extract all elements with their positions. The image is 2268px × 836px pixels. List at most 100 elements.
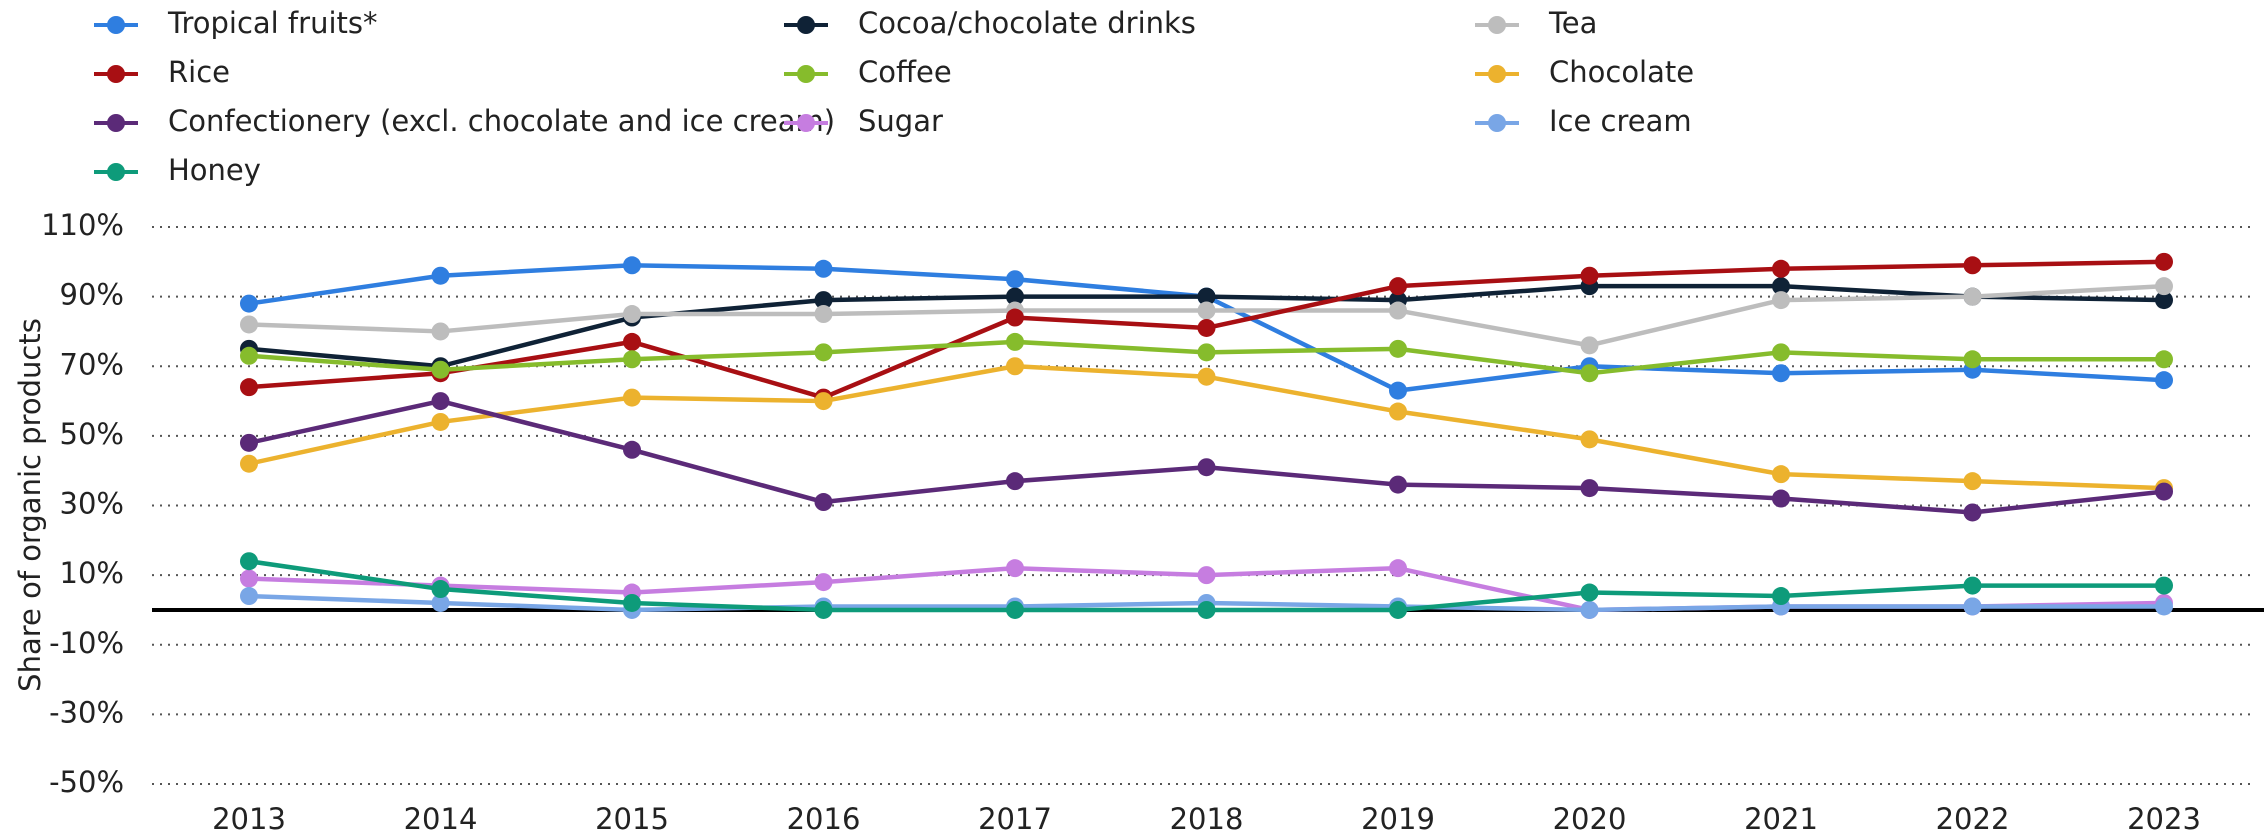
x-tick-label: 2023 (2127, 802, 2201, 836)
point (1197, 301, 1216, 320)
point (1389, 559, 1407, 578)
legend-label: Confectionery (excl. chocolate and ice c… (168, 104, 835, 138)
point (1772, 259, 1790, 278)
legend-marker (1488, 16, 1506, 34)
point (431, 580, 450, 599)
point (1006, 287, 1024, 306)
x-tick-label: 2020 (1553, 802, 1627, 836)
y-tick-label: 70% (60, 347, 124, 381)
legend-label: Sugar (858, 104, 943, 138)
point (1006, 270, 1024, 289)
point (1772, 277, 1790, 296)
x-tick-label: 2018 (1170, 802, 1244, 836)
legend-label: Tropical fruits* (167, 6, 378, 40)
point (1963, 350, 1982, 369)
point (2155, 291, 2173, 310)
point (1580, 364, 1599, 383)
point (1006, 472, 1024, 491)
y-tick-label: 90% (60, 278, 124, 312)
legend-marker (1488, 114, 1506, 132)
point (240, 346, 258, 365)
point (1389, 381, 1407, 400)
legend-marker (797, 16, 815, 34)
legend-label: Chocolate (1549, 55, 1694, 89)
point (1963, 597, 1982, 616)
point (814, 493, 833, 512)
point (240, 378, 258, 397)
series-line (248, 398, 2165, 515)
point (1772, 343, 1790, 362)
point (2155, 576, 2173, 595)
point (1197, 600, 1216, 619)
y-axis-label: Share of organic products (13, 318, 47, 692)
point (240, 294, 258, 313)
point (1580, 266, 1599, 285)
y-tick-label: 10% (60, 556, 124, 590)
point (623, 350, 641, 369)
point (814, 291, 833, 310)
point (1772, 291, 1790, 310)
point (1006, 308, 1024, 327)
x-tick-label: 2015 (595, 802, 669, 836)
point (1006, 600, 1024, 619)
point (1197, 458, 1216, 477)
point (814, 305, 833, 324)
x-tick-label: 2019 (1361, 802, 1435, 836)
point (1197, 367, 1216, 386)
point (1006, 357, 1024, 376)
point (1580, 430, 1599, 449)
point (2155, 350, 2173, 369)
point (1006, 559, 1024, 578)
point (1580, 479, 1599, 498)
point (240, 552, 258, 571)
point (1963, 256, 1982, 275)
legend-marker (797, 65, 815, 83)
point (240, 433, 258, 452)
x-tick-label: 2022 (1936, 802, 2010, 836)
y-tick-label: -10% (49, 626, 124, 660)
point (1580, 336, 1599, 355)
x-tick-label: 2017 (978, 802, 1052, 836)
y-tick-label: 30% (60, 487, 124, 521)
point (1197, 566, 1216, 585)
point (1389, 301, 1407, 320)
point (814, 600, 833, 619)
legend-label: Rice (168, 55, 230, 89)
point (1197, 318, 1216, 337)
point (814, 343, 833, 362)
legend-label: Ice cream (1549, 104, 1692, 138)
point (240, 454, 258, 473)
legend-marker (1488, 65, 1506, 83)
point (2155, 597, 2173, 616)
point (1963, 472, 1982, 491)
point (2155, 482, 2173, 501)
legend-marker (107, 114, 125, 132)
point (2155, 252, 2173, 271)
point (814, 573, 833, 592)
point (240, 587, 258, 606)
point (1389, 339, 1407, 358)
legend-marker (107, 65, 125, 83)
point (1772, 587, 1790, 606)
legend-label: Cocoa/chocolate drinks (858, 6, 1196, 40)
point (1580, 600, 1599, 619)
x-tick-label: 2013 (212, 802, 286, 836)
point (814, 259, 833, 278)
point (1389, 600, 1407, 619)
x-tick-label: 2021 (1744, 802, 1818, 836)
legend-marker (107, 16, 125, 34)
x-tick-label: 2016 (787, 802, 861, 836)
x-tick-label: 2014 (404, 802, 478, 836)
point (240, 315, 258, 334)
point (1580, 583, 1599, 602)
point (431, 412, 450, 431)
point (1963, 287, 1982, 306)
point (240, 569, 258, 588)
point (1389, 475, 1407, 494)
point (431, 360, 450, 379)
y-tick-label: 110% (41, 208, 124, 242)
legend-label: Tea (1548, 6, 1597, 40)
point (1772, 465, 1790, 484)
